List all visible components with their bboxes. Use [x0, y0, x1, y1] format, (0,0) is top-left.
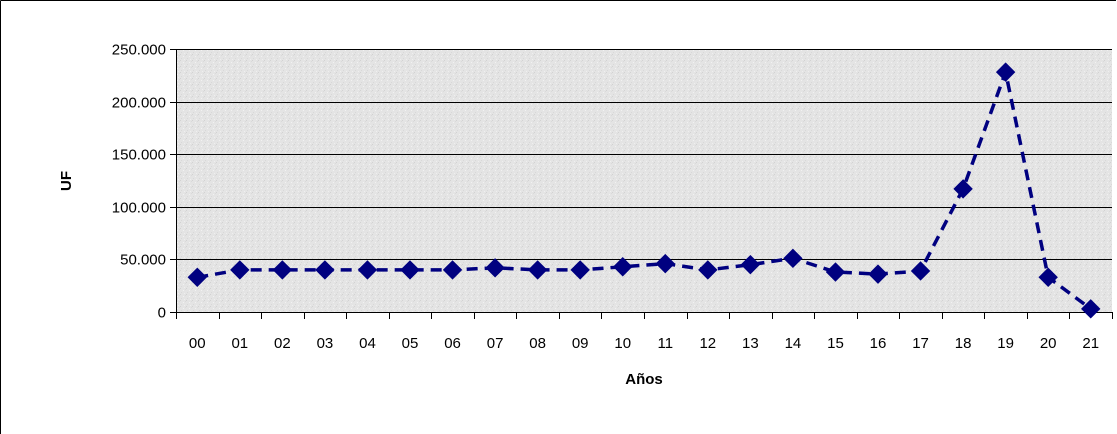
x-tick-label: 09 [572, 335, 589, 352]
data-point-marker [315, 260, 335, 280]
y-tick-label: 200.000 [112, 95, 166, 112]
data-point-marker [698, 260, 718, 280]
data-point-marker [910, 261, 931, 281]
x-tick-label: 02 [274, 335, 291, 352]
x-tick-label: 07 [487, 335, 504, 352]
data-point-marker [1038, 267, 1058, 287]
data-point-marker [570, 260, 590, 280]
y-tick-label: 50.000 [120, 252, 166, 269]
y-axis-title: UF [58, 171, 75, 191]
data-point-marker [230, 260, 250, 280]
x-axis-title: Años [625, 371, 663, 388]
x-tick-label: 15 [827, 335, 844, 352]
x-tick-label: 06 [444, 335, 461, 352]
series-line [196, 70, 1092, 311]
data-point-marker [272, 260, 293, 280]
x-tick-label: 21 [1082, 335, 1099, 352]
data-point-marker [357, 260, 378, 280]
data-point-marker [187, 267, 207, 287]
y-tick-label: 150.000 [112, 147, 166, 164]
data-point-marker [953, 179, 973, 199]
x-tick-label: 18 [955, 335, 972, 352]
x-tick-label: 20 [1040, 335, 1057, 352]
x-tick-label: 08 [529, 335, 546, 352]
gridlines [176, 49, 1112, 260]
data-point-marker [485, 258, 505, 278]
x-tick-label: 17 [912, 335, 929, 352]
data-point-marker [527, 260, 548, 280]
x-tick-label: 16 [870, 335, 887, 352]
data-point-marker [400, 260, 420, 280]
x-axis-ticks: 00 01 02 03 04 05 06 07 08 09 10 11 12 13 14 15 16 17 18 19… [176, 312, 1113, 352]
y-tick-label: 100.000 [112, 200, 166, 217]
series-layer [187, 62, 1101, 319]
plot-area [176, 49, 1112, 312]
y-tick-label: 0 [158, 305, 166, 322]
data-point-marker [613, 257, 633, 277]
x-tick-label: 01 [231, 335, 248, 352]
data-point-marker [740, 254, 761, 275]
x-tick-label: 04 [359, 335, 376, 352]
x-tick-label: 05 [402, 335, 419, 352]
data-point-marker [995, 62, 1016, 82]
y-tick-label: 250.000 [112, 42, 166, 59]
data-point-marker [1081, 299, 1101, 319]
y-axis-ticks: 0 50.000 100.000 150.000 200.000 250.000 [112, 42, 176, 322]
x-tick-label: 14 [785, 335, 802, 352]
data-point-marker [783, 248, 803, 269]
x-tick-label: 13 [742, 335, 759, 352]
x-tick-label: 10 [614, 335, 631, 352]
data-point-marker [825, 262, 846, 282]
x-tick-label: 19 [997, 335, 1014, 352]
x-tick-label: 03 [317, 335, 334, 352]
x-tick-label: 12 [699, 335, 716, 352]
x-tick-label: 00 [189, 335, 206, 352]
data-point-marker [655, 253, 675, 274]
data-point-marker [442, 260, 463, 280]
data-point-marker [868, 264, 888, 284]
x-tick-label: 11 [657, 335, 673, 352]
